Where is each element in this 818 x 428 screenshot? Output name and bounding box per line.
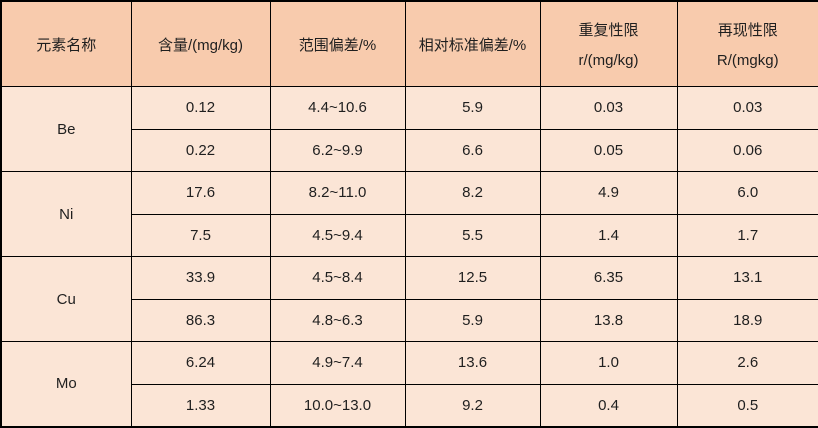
table-row: Cu 33.9 4.5~8.4 12.5 6.35 13.1 [1,257,818,300]
table-cell: 13.8 [540,299,677,342]
column-header-element-name: 元素名称 [1,1,131,87]
table-cell: 4.5~9.4 [270,214,405,257]
reproducibility-header-unit: R/(mgkg) [678,52,818,69]
table-cell: 5.5 [405,214,540,257]
table-cell: 17.6 [131,172,270,215]
repeatability-header-title: 重复性限 [541,19,677,40]
column-header-relative-standard-deviation: 相对标准偏差/% [405,1,540,87]
table-cell: 0.12 [131,87,270,130]
column-header-range-deviation: 范围偏差/% [270,1,405,87]
table-cell: 9.2 [405,384,540,427]
repeatability-header-lines: 重复性限 r/(mg/kg) [541,2,677,86]
table-cell: 0.5 [677,384,818,427]
table-cell: 2.6 [677,342,818,385]
table-cell: 4.9 [540,172,677,215]
table-cell: 4.5~8.4 [270,257,405,300]
table-cell: 0.03 [677,87,818,130]
table-cell: 18.9 [677,299,818,342]
table-row: Be 0.12 4.4~10.6 5.9 0.03 0.03 [1,87,818,130]
repeatability-header-unit: r/(mg/kg) [541,52,677,69]
table-row: Ni 17.6 8.2~11.0 8.2 4.9 6.0 [1,172,818,215]
element-name-cell: Cu [1,257,131,342]
table-cell: 4.9~7.4 [270,342,405,385]
column-header-repeatability-limit: 重复性限 r/(mg/kg) [540,1,677,87]
table-cell: 6.35 [540,257,677,300]
table-row: Mo 6.24 4.9~7.4 13.6 1.0 2.6 [1,342,818,385]
table-cell: 33.9 [131,257,270,300]
table-cell: 0.22 [131,129,270,172]
table-cell: 4.4~10.6 [270,87,405,130]
element-name-cell: Be [1,87,131,172]
table-cell: 8.2~11.0 [270,172,405,215]
table-cell: 86.3 [131,299,270,342]
column-header-content: 含量/(mg/kg) [131,1,270,87]
table-cell: 8.2 [405,172,540,215]
table-cell: 0.05 [540,129,677,172]
element-name-cell: Mo [1,342,131,427]
table-cell: 1.7 [677,214,818,257]
table-cell: 6.0 [677,172,818,215]
table-cell: 1.0 [540,342,677,385]
table-cell: 0.03 [540,87,677,130]
table-cell: 4.8~6.3 [270,299,405,342]
table-cell: 7.5 [131,214,270,257]
table-cell: 6.24 [131,342,270,385]
table-cell: 0.06 [677,129,818,172]
table-cell: 0.4 [540,384,677,427]
table-cell: 5.9 [405,87,540,130]
table-cell: 5.9 [405,299,540,342]
header-row: 元素名称 含量/(mg/kg) 范围偏差/% 相对标准偏差/% 重复性限 r/(… [1,1,818,87]
table-cell: 13.6 [405,342,540,385]
element-name-cell: Ni [1,172,131,257]
column-header-reproducibility-limit: 再现性限 R/(mgkg) [677,1,818,87]
table-cell: 13.1 [677,257,818,300]
table-cell: 10.0~13.0 [270,384,405,427]
table-cell: 6.6 [405,129,540,172]
table-cell: 12.5 [405,257,540,300]
reproducibility-header-title: 再现性限 [678,19,818,40]
reproducibility-header-lines: 再现性限 R/(mgkg) [678,2,818,86]
table-cell: 1.4 [540,214,677,257]
table-cell: 1.33 [131,384,270,427]
table-cell: 6.2~9.9 [270,129,405,172]
